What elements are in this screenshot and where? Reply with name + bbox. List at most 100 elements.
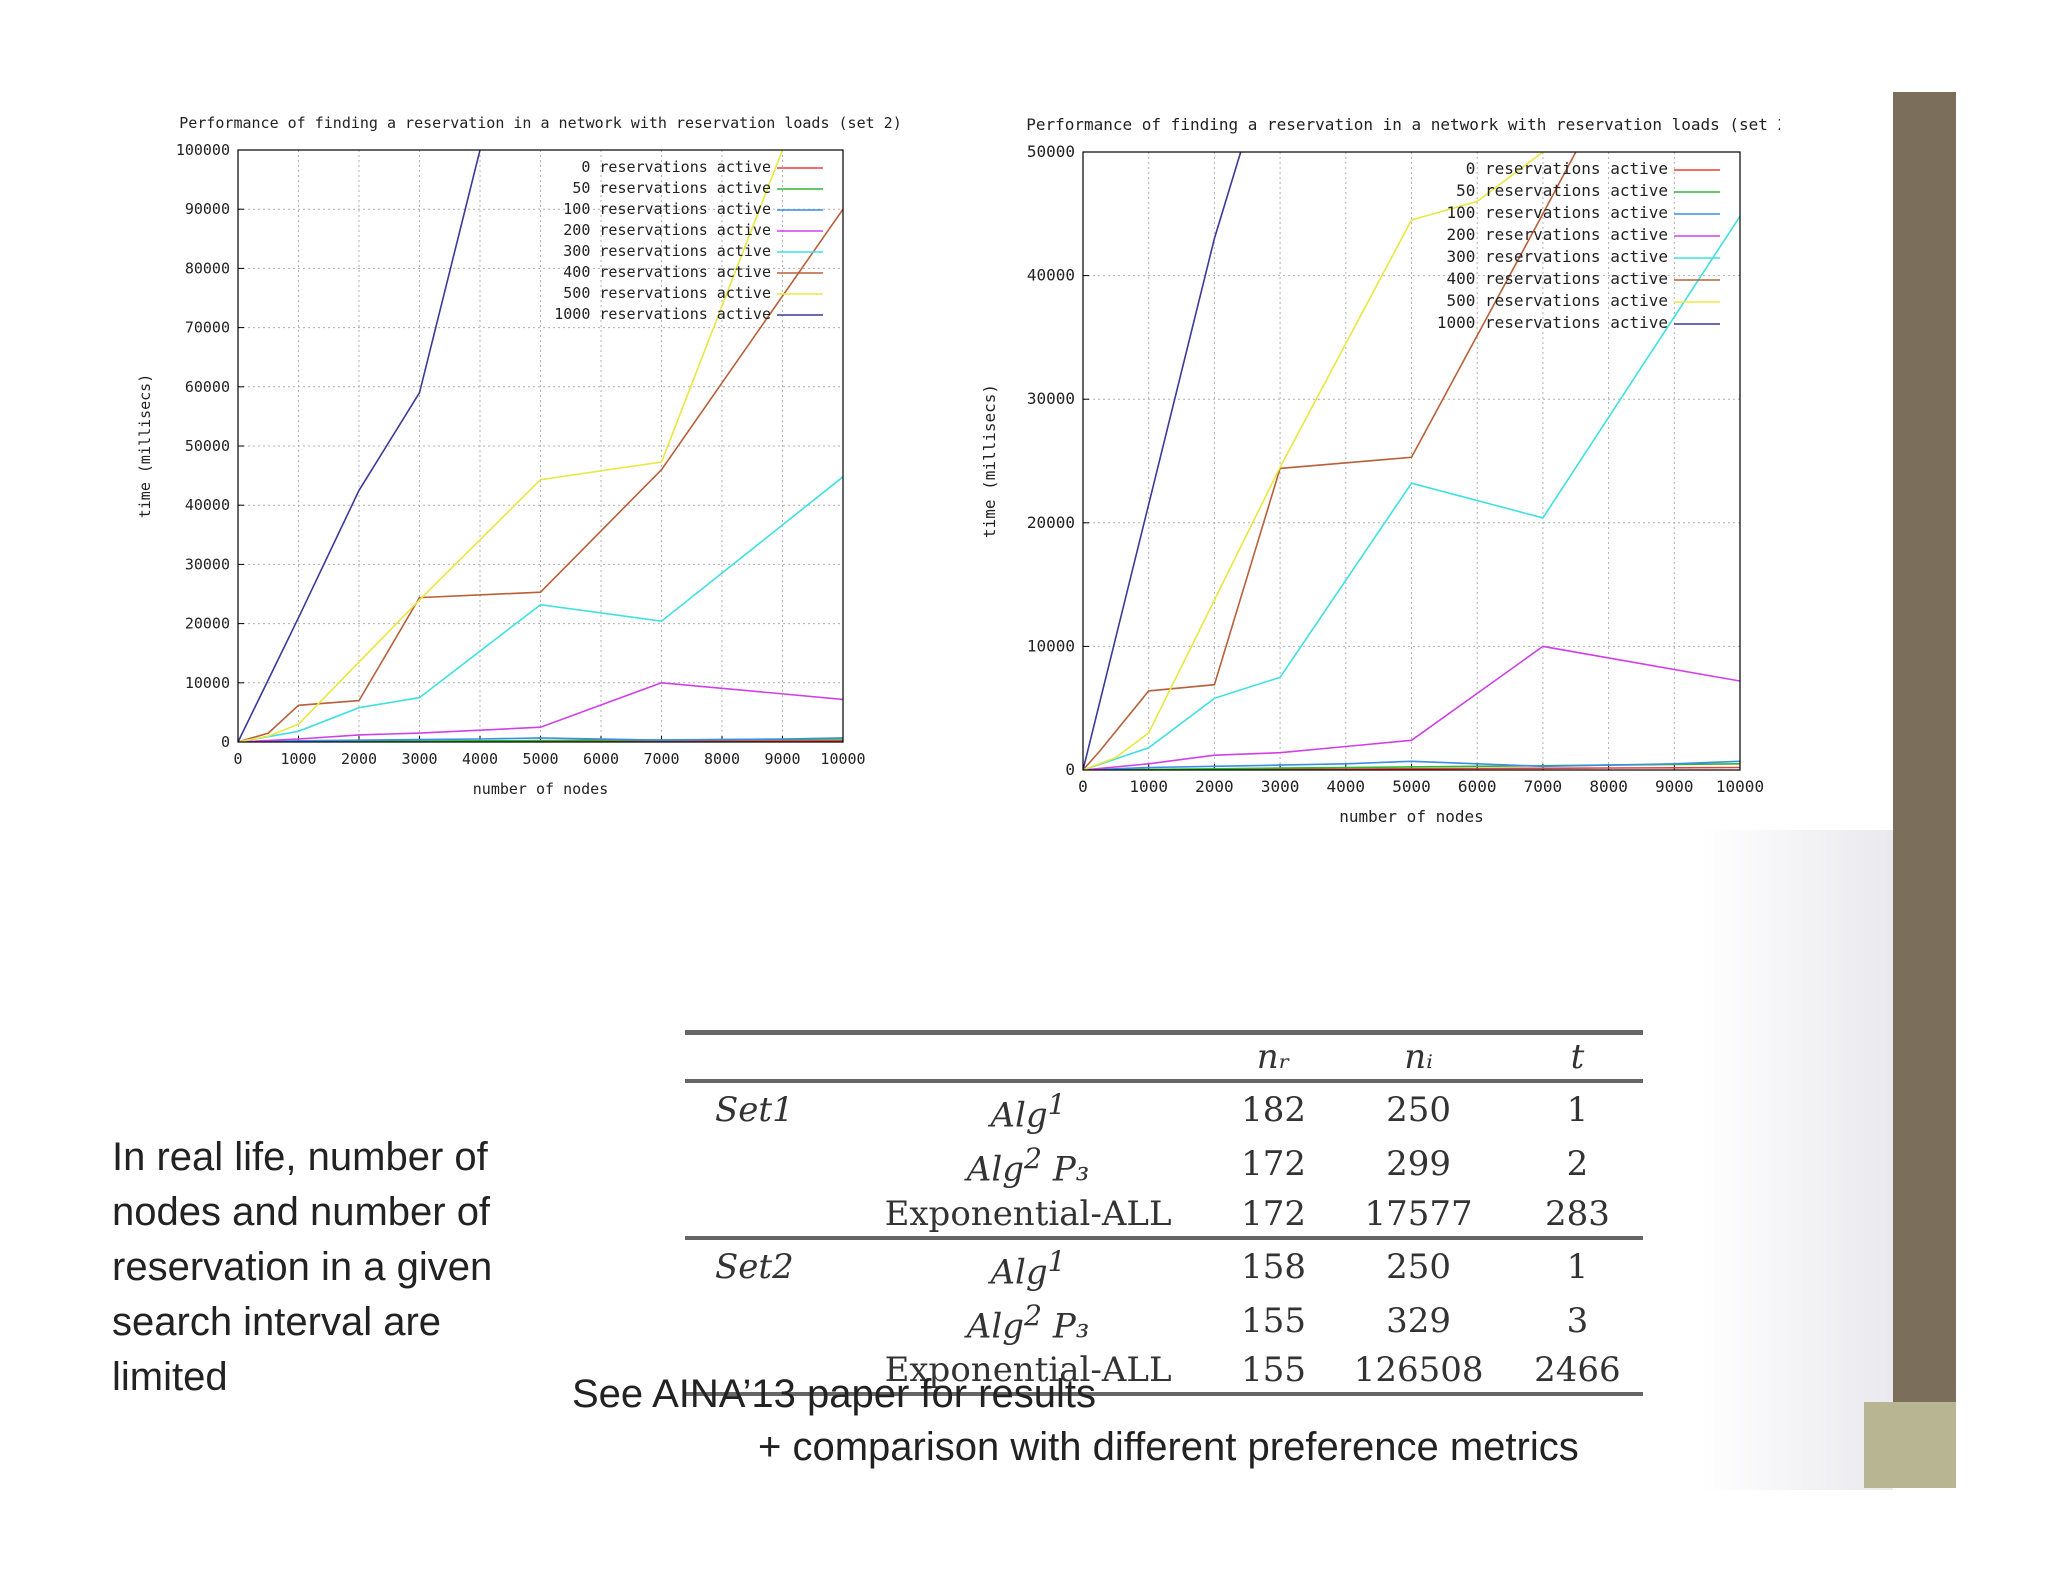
table-row: Exponential-ALL 172 17577 283 — [685, 1192, 1643, 1238]
legend-label: 100 reservations active — [563, 200, 771, 218]
series-line — [1083, 152, 1577, 770]
cell-t: 2466 — [1534, 1350, 1621, 1391]
cell-t: 1 — [1566, 1246, 1589, 1287]
plot-frame — [237, 149, 844, 743]
y-tick-label: 30000 — [185, 555, 230, 573]
cell-set — [685, 1192, 834, 1238]
y-tick-label: 90000 — [185, 200, 230, 218]
cell-nr: 172 — [1241, 1144, 1307, 1185]
cell-alg: Alg2 P₃ — [966, 1142, 1090, 1190]
series-line — [238, 476, 843, 742]
y-axis-label: time (millisecs) — [136, 374, 154, 519]
results-table: nᵣ nᵢ t Set1 Alg1 182 250 1 Alg2 P₃ 172 299 2 Exp… — [685, 1030, 1643, 1396]
series-line — [1083, 645, 1740, 770]
cell-ni: 17577 — [1364, 1193, 1473, 1234]
x-tick-label: 9000 — [764, 750, 800, 768]
cell-nr: 182 — [1241, 1090, 1307, 1131]
decorative-corner-square — [1864, 1402, 1956, 1488]
cell-alg: Exponential-ALL — [884, 1350, 1172, 1391]
series-group — [1083, 152, 1740, 770]
legend-label: 500 reservations active — [563, 284, 771, 302]
x-tick-label: 10000 — [1716, 777, 1764, 796]
x-tick-label: 10000 — [820, 750, 865, 768]
header-nr: nᵣ — [1256, 1037, 1291, 1077]
header-blank-alg — [834, 1033, 1222, 1082]
cell-set — [685, 1294, 834, 1348]
y-tick-label: 50000 — [185, 437, 230, 455]
cell-alg: Alg2 P₃ — [966, 1298, 1090, 1347]
x-axis-label: number of nodes — [1339, 807, 1484, 826]
y-tick-label: 50000 — [1027, 142, 1075, 161]
aina-reference-line1: See AINA’13 paper for results — [572, 1372, 1096, 1416]
cell-nr: 155 — [1241, 1301, 1307, 1342]
y-tick-label: 10000 — [1027, 636, 1075, 655]
series-line — [238, 737, 843, 742]
y-tick-label: 20000 — [1027, 513, 1075, 532]
legend-label: 300 reservations active — [1446, 247, 1668, 266]
y-axis-label: time (millisecs) — [980, 384, 999, 538]
x-axis-label: number of nodes — [473, 780, 608, 798]
x-tick-label: 2000 — [1195, 777, 1234, 796]
y-tick-label: 100000 — [176, 141, 230, 159]
table-row: Alg2 P₃ 172 299 2 — [685, 1137, 1643, 1191]
header-blank-set — [685, 1033, 834, 1082]
x-tick-label: 8000 — [1589, 777, 1628, 796]
x-tick-label: 1000 — [280, 750, 316, 768]
x-tick-label: 4000 — [462, 750, 498, 768]
y-tick-label: 20000 — [185, 615, 230, 633]
y-tick-label: 40000 — [1027, 266, 1075, 285]
legend-label: 500 reservations active — [1446, 291, 1668, 310]
x-tick-label: 9000 — [1655, 777, 1694, 796]
cell-nr: 172 — [1241, 1193, 1307, 1234]
x-tick-label: 3000 — [1261, 777, 1300, 796]
legend-label: 0 reservations active — [581, 158, 771, 176]
series-line — [238, 208, 843, 742]
cell-ni: 329 — [1386, 1301, 1452, 1342]
legend-label: 400 reservations active — [1446, 269, 1668, 288]
y-tick-label: 40000 — [185, 496, 230, 514]
cell-t: 283 — [1544, 1193, 1610, 1234]
legend-label: 400 reservations active — [563, 263, 771, 281]
x-tick-label: 5000 — [1392, 777, 1431, 796]
table-row: Set2 Alg1 158 250 1 — [685, 1237, 1643, 1294]
legend-label: 1000 reservations active — [554, 305, 771, 323]
series-line — [238, 150, 481, 742]
cell-nr: 155 — [1241, 1350, 1307, 1391]
series-line — [1083, 152, 1242, 770]
series-line — [238, 681, 843, 742]
table-row: Alg2 P₃ 155 329 3 — [685, 1294, 1643, 1348]
legend-label: 100 reservations active — [1446, 203, 1668, 222]
plot-frame — [1082, 151, 1741, 771]
x-tick-label: 2000 — [341, 750, 377, 768]
cell-ni: 126508 — [1353, 1350, 1484, 1391]
x-tick-label: 8000 — [704, 750, 740, 768]
cell-t: 2 — [1566, 1144, 1589, 1185]
note-text: In real life, number of nodes and number… — [112, 1135, 493, 1399]
table-row: Set1 Alg1 182 250 1 — [685, 1081, 1643, 1137]
cell-set: Set1 — [715, 1090, 794, 1131]
y-tick-label: 0 — [1065, 760, 1075, 779]
cell-alg: Alg1 — [990, 1244, 1066, 1292]
table-row: Exponential-ALL 155 126508 2466 — [685, 1348, 1643, 1395]
legend-label: 0 reservations active — [1466, 159, 1668, 178]
chart-title: Performance of finding a reservation in … — [179, 114, 901, 132]
cell-t: 1 — [1566, 1090, 1589, 1131]
y-tick-label: 0 — [221, 733, 230, 751]
x-tick-label: 4000 — [1327, 777, 1366, 796]
y-tick-label: 80000 — [185, 259, 230, 277]
legend-label: 50 reservations active — [572, 179, 771, 197]
chart-left: Performance of finding a reservation in … — [136, 114, 902, 798]
y-tick-label: 30000 — [1027, 389, 1075, 408]
header-ni: nᵢ — [1404, 1037, 1433, 1077]
y-tick-label: 70000 — [185, 319, 230, 337]
y-tick-label: 60000 — [185, 378, 230, 396]
legend-label: 200 reservations active — [563, 221, 771, 239]
x-tick-label: 0 — [1078, 777, 1088, 796]
x-tick-label: 5000 — [522, 750, 558, 768]
x-tick-label: 7000 — [643, 750, 679, 768]
chart-title: Performance of finding a reservation in … — [1026, 115, 1780, 134]
cell-set — [685, 1137, 834, 1191]
cell-ni: 299 — [1386, 1144, 1452, 1185]
legend-label: 300 reservations active — [563, 242, 771, 260]
cell-set: Set2 — [715, 1246, 794, 1287]
